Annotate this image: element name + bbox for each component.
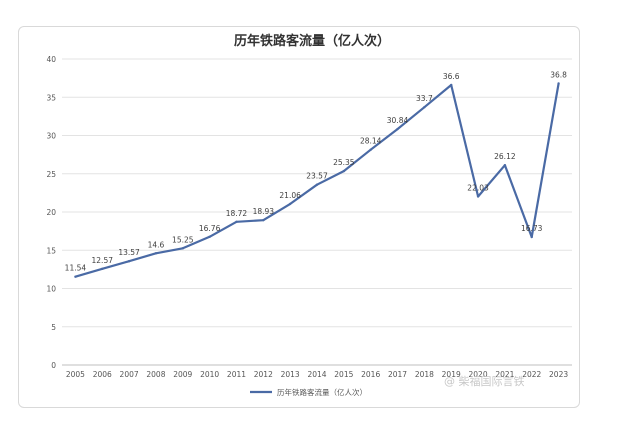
x-tick-label: 2007 bbox=[120, 370, 139, 379]
data-point bbox=[315, 183, 319, 186]
x-tick-label: 2020 bbox=[469, 370, 488, 379]
data-point bbox=[127, 259, 131, 263]
data-point bbox=[476, 195, 480, 198]
y-tick-label: 10 bbox=[46, 285, 56, 294]
data-label: 15.25 bbox=[172, 235, 194, 244]
data-point bbox=[262, 218, 265, 222]
x-tick-label: 2010 bbox=[200, 370, 219, 379]
x-tick-label: 2014 bbox=[307, 370, 326, 379]
data-label: 11.54 bbox=[65, 264, 87, 273]
data-point bbox=[423, 105, 426, 109]
data-label: 13.57 bbox=[118, 248, 140, 257]
data-label: 36.6 bbox=[443, 72, 460, 81]
x-tick-label: 2013 bbox=[281, 370, 300, 379]
x-tick-label: 2023 bbox=[549, 370, 568, 379]
y-tick-label: 0 bbox=[51, 361, 56, 370]
y-tick-label: 15 bbox=[46, 246, 56, 255]
x-tick-label: 2011 bbox=[227, 370, 246, 379]
data-point bbox=[235, 220, 238, 223]
data-point bbox=[181, 247, 184, 250]
data-point bbox=[396, 127, 399, 131]
y-tick-label: 30 bbox=[46, 132, 56, 141]
data-label: 16.76 bbox=[199, 224, 221, 233]
data-label: 28.14 bbox=[360, 137, 382, 146]
data-point bbox=[530, 235, 533, 239]
x-tick-label: 2021 bbox=[495, 370, 514, 379]
data-point bbox=[369, 148, 372, 151]
data-point bbox=[557, 82, 560, 85]
data-label: 23.57 bbox=[306, 172, 328, 181]
data-label: 18.72 bbox=[226, 209, 248, 218]
data-label: 21.06 bbox=[279, 191, 301, 200]
x-tick-label: 2016 bbox=[361, 370, 380, 379]
x-tick-label: 2009 bbox=[173, 370, 192, 379]
data-label: 25.35 bbox=[333, 158, 355, 167]
x-tick-label: 2006 bbox=[93, 370, 112, 379]
y-tick-label: 40 bbox=[46, 55, 56, 64]
data-point bbox=[450, 83, 453, 87]
y-tick-label: 35 bbox=[46, 93, 56, 102]
data-label: 26.12 bbox=[494, 152, 516, 161]
watermark: @ 柴福国际言铁 bbox=[444, 375, 525, 388]
y-tick-label: 25 bbox=[46, 170, 56, 179]
data-point bbox=[74, 275, 77, 278]
x-tick-label: 2018 bbox=[415, 370, 434, 379]
y-tick-label: 5 bbox=[51, 323, 56, 332]
x-tick-label: 2019 bbox=[442, 370, 461, 379]
data-point bbox=[342, 169, 346, 173]
data-label: 16.73 bbox=[521, 224, 543, 233]
x-tick-label: 2017 bbox=[388, 370, 407, 379]
data-label: 36.8 bbox=[550, 70, 567, 79]
data-label: 33.7 bbox=[416, 94, 433, 103]
data-label: 12.57 bbox=[92, 256, 114, 265]
data-label: 22.03 bbox=[467, 183, 489, 192]
y-tick-label: 20 bbox=[46, 208, 56, 217]
x-tick-label: 2015 bbox=[334, 370, 353, 379]
x-tick-label: 2008 bbox=[146, 370, 165, 379]
data-label: 14.6 bbox=[148, 240, 165, 249]
data-point bbox=[208, 235, 211, 238]
x-tick-label: 2022 bbox=[522, 370, 541, 379]
legend-label: 历年铁路客流量（亿人次） bbox=[277, 387, 367, 397]
data-point bbox=[503, 163, 507, 167]
chart-title: 历年铁路客流量（亿人次） bbox=[234, 33, 390, 49]
data-point bbox=[101, 267, 104, 271]
data-label: 30.84 bbox=[387, 116, 409, 125]
data-point bbox=[154, 252, 158, 255]
x-tick-label: 2005 bbox=[66, 370, 85, 379]
data-label: 18.93 bbox=[253, 207, 275, 216]
data-point bbox=[288, 202, 292, 206]
x-tick-label: 2012 bbox=[254, 370, 273, 379]
chart-frame bbox=[18, 26, 580, 408]
